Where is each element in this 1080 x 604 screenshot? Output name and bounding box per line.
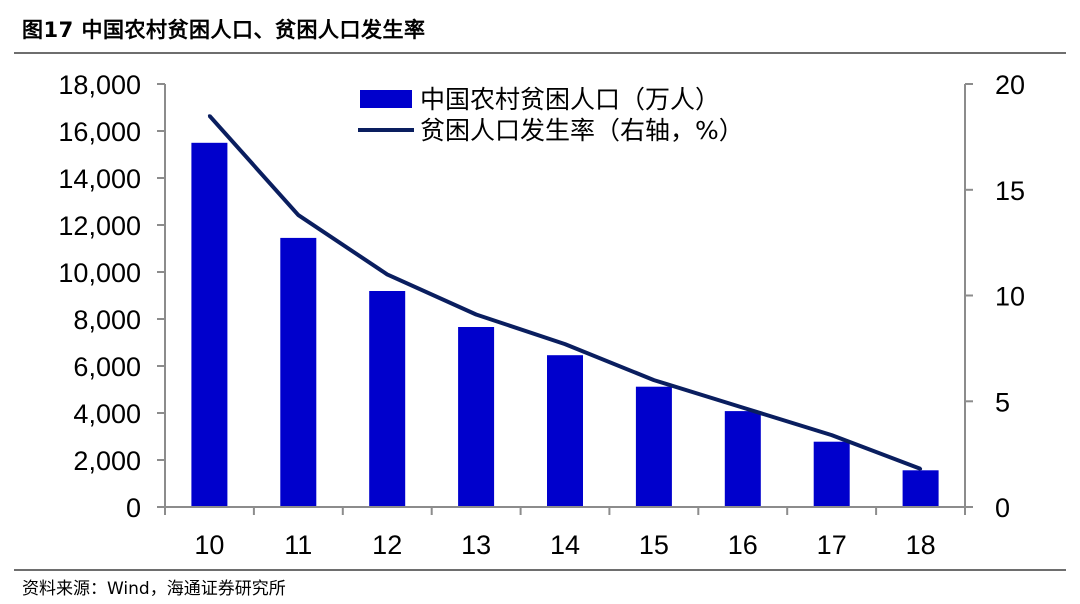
right-tick-label: 20: [995, 70, 1025, 100]
bars-layer: [191, 142, 939, 508]
x-tick-label-16: 16: [728, 530, 758, 560]
bar-18: [902, 470, 939, 507]
bar-13: [458, 327, 495, 507]
bar-11: [280, 237, 317, 507]
rate-point-18: [919, 467, 923, 471]
x-tick-label-11: 11: [284, 530, 312, 560]
rate-point-10: [207, 114, 211, 118]
legend-label-bar: 中国农村贫困人口（万人）: [420, 85, 720, 114]
left-tick-label: 14,000: [58, 164, 141, 194]
x-tick-label-13: 13: [461, 530, 491, 560]
left-tick-label: 6,000: [73, 352, 141, 382]
source-divider: [14, 569, 1066, 571]
figure-title: 图17 中国农村贫困人口、贫困人口发生率: [22, 18, 426, 42]
x-tick-label-18: 18: [906, 530, 936, 560]
right-tick-label: 10: [995, 282, 1025, 312]
left-tick-label: 2,000: [73, 446, 141, 476]
source-note: 资料来源：Wind，海通证券研究所: [22, 579, 286, 599]
bar-10: [191, 142, 228, 508]
rate-point-17: [830, 433, 834, 437]
x-tick-label-10: 10: [194, 530, 224, 560]
bar-16: [724, 411, 761, 507]
left-tick-label: 18,000: [58, 70, 141, 100]
rate-point-11: [296, 213, 300, 217]
left-tick-label: 10,000: [58, 258, 141, 288]
x-tick-label-15: 15: [639, 530, 669, 560]
left-tick-label: 0: [126, 493, 141, 523]
rate-point-15: [652, 378, 656, 382]
ticks-layer: 0 2,000 4,000 6,000 8,000 10,000 12,000 14,000 1…: [58, 70, 1025, 560]
left-tick-label: 4,000: [73, 399, 141, 429]
rate-point-13: [474, 313, 478, 316]
right-tick-label: 0: [995, 493, 1010, 523]
x-tick-label-12: 12: [372, 530, 402, 560]
bar-17: [813, 441, 850, 507]
legend: 中国农村贫困人口（万人） 贫困人口发生率（右轴，%）: [358, 85, 744, 145]
x-tick-label-14: 14: [550, 530, 580, 560]
left-tick-label: 12,000: [58, 211, 141, 241]
legend-swatch-bar: [360, 90, 412, 108]
right-tick-label: 15: [995, 176, 1025, 206]
line-layer: [207, 114, 923, 471]
left-tick-label: 8,000: [73, 305, 141, 335]
title-divider: [14, 52, 1066, 54]
bar-12: [369, 291, 406, 507]
rate-point-12: [385, 272, 389, 276]
x-tick-label-17: 17: [817, 530, 847, 560]
bar-14: [547, 355, 583, 507]
right-tick-label: 5: [995, 387, 1010, 417]
rate-point-14: [563, 342, 567, 346]
left-tick-label: 16,000: [58, 117, 141, 147]
bar-15: [635, 386, 672, 507]
rate-point-16: [741, 406, 745, 410]
legend-label-line: 贫困人口发生率（右轴，%）: [420, 116, 744, 145]
